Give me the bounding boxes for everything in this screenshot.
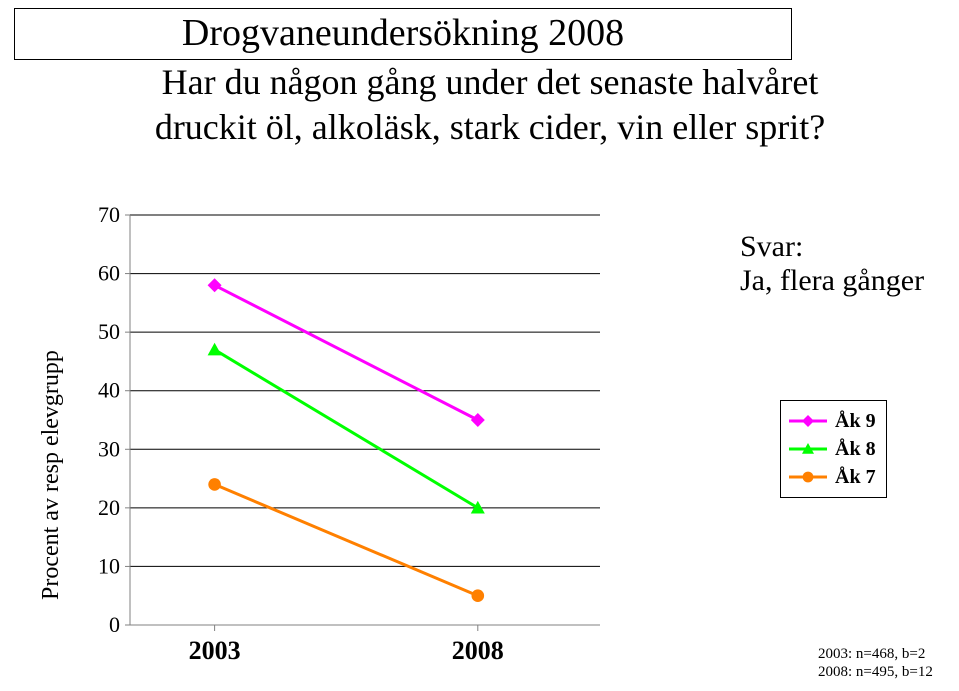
legend-item: Åk 9: [789, 407, 876, 435]
answer-line2: Ja, flera gånger: [740, 264, 924, 297]
svg-text:50: 50: [98, 319, 120, 344]
title-box: Drogvaneundersökning 2008: [14, 8, 792, 60]
svg-text:0: 0: [109, 612, 120, 637]
svg-text:10: 10: [98, 553, 120, 578]
legend-swatch-icon: [789, 467, 827, 487]
slide: Drogvaneundersökning 2008 Har du någon g…: [0, 0, 959, 691]
answer-label: Svar: Ja, flera gånger: [740, 230, 924, 298]
chart: 0 10 20 30 40 50 60 70 2003 2008: [70, 205, 610, 675]
y-axis-label-text: Procent av resp elevgrupp: [38, 350, 64, 600]
legend-item: Åk 7: [789, 463, 876, 491]
svg-text:30: 30: [98, 436, 120, 461]
title-text: Drogvaneundersökning 2008: [182, 12, 624, 54]
subtitle-line1: Har du någon gång under det senaste halv…: [162, 62, 819, 102]
svg-text:20: 20: [98, 495, 120, 520]
svg-text:2003: 2003: [189, 636, 241, 665]
legend: Åk 9 Åk 8 Åk 7: [780, 400, 887, 498]
footnote-line2: 2008: n=495, b=12: [818, 664, 933, 680]
footnote-line1: 2003: n=468, b=2: [818, 646, 925, 662]
svg-text:2008: 2008: [452, 636, 504, 665]
legend-label: Åk 7: [835, 466, 876, 489]
subtitle: Har du någon gång under det senaste halv…: [110, 60, 870, 150]
subtitle-line2: druckit öl, alkoläsk, stark cider, vin e…: [155, 107, 825, 147]
svg-text:70: 70: [98, 205, 120, 227]
svg-text:60: 60: [98, 261, 120, 286]
legend-swatch-icon: [789, 411, 827, 431]
footnotes: 2003: n=468, b=2 2008: n=495, b=12: [818, 645, 933, 681]
legend-swatch-icon: [789, 439, 827, 459]
legend-item: Åk 8: [789, 435, 876, 463]
y-axis-label: Procent av resp elevgrupp: [38, 350, 65, 600]
legend-label: Åk 8: [835, 438, 876, 461]
svg-text:40: 40: [98, 378, 120, 403]
legend-label: Åk 9: [835, 410, 876, 433]
answer-line1: Svar:: [740, 230, 803, 263]
